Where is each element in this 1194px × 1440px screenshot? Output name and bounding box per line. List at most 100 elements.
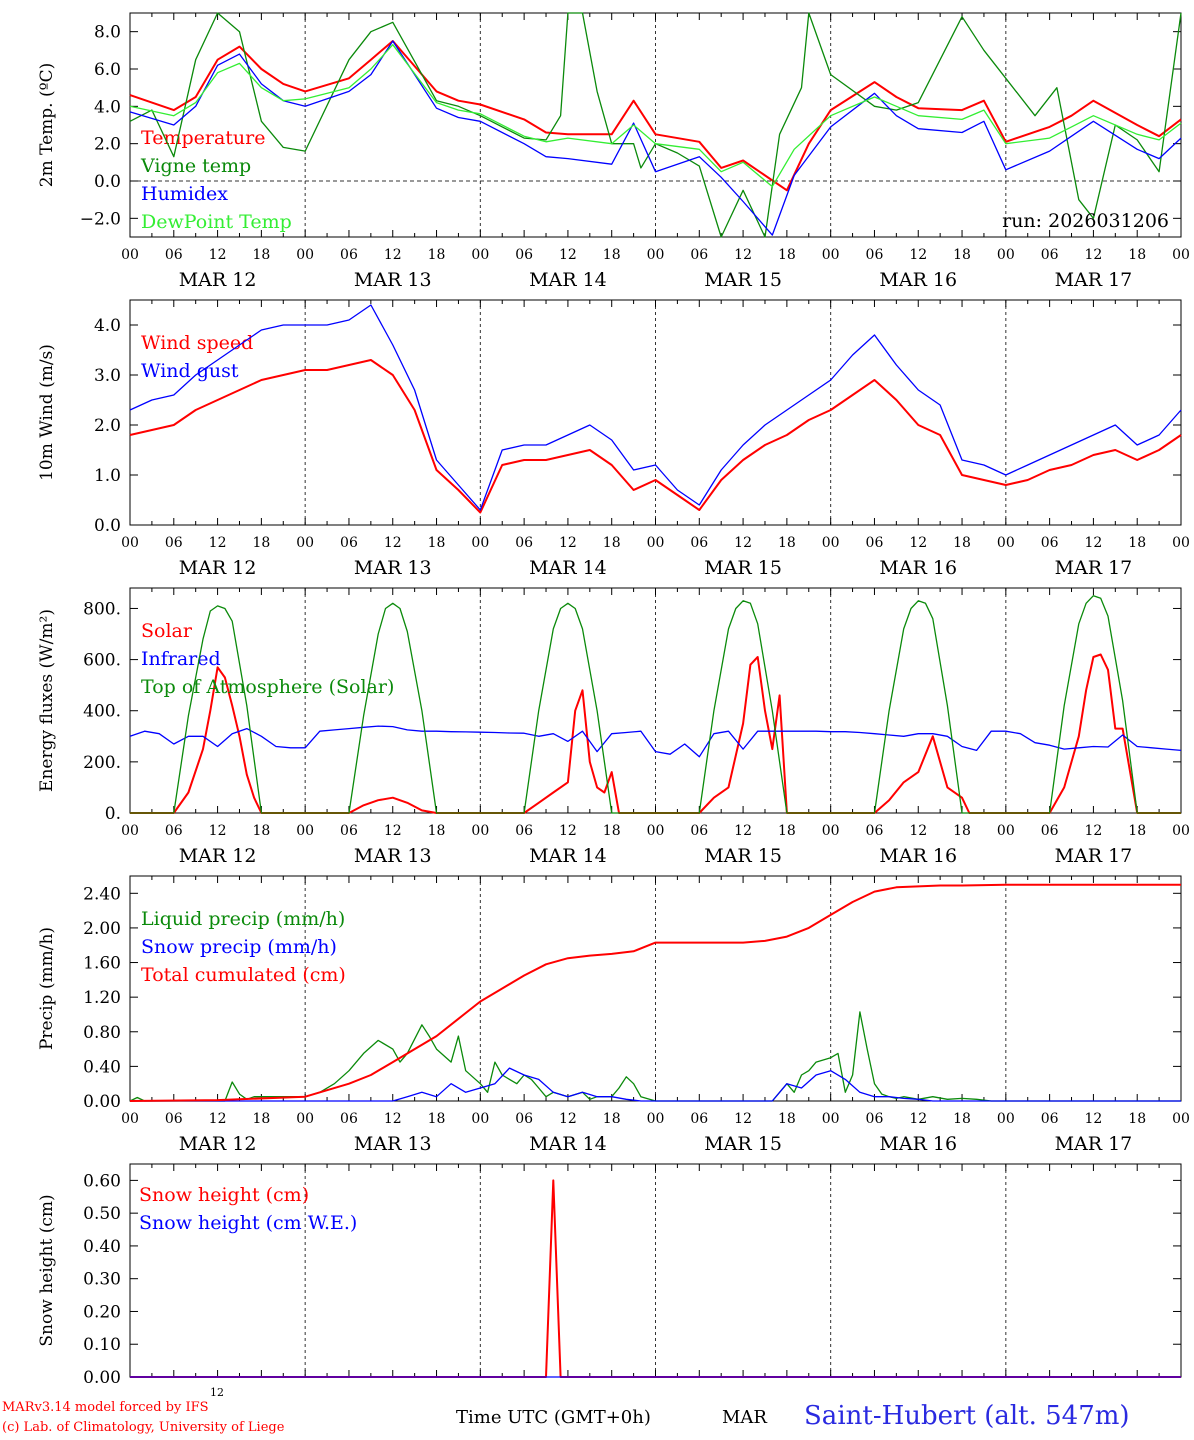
precip-legend-entry: Total cumulated (cm) bbox=[141, 964, 346, 986]
precip-hour-label: 00 bbox=[822, 1111, 840, 1127]
energy-hour-label: 18 bbox=[252, 823, 270, 839]
precip-y-tick-label: 0.40 bbox=[83, 1057, 121, 1077]
energy-legend-entry: Infrared bbox=[141, 648, 221, 670]
wind-series-wind-speed bbox=[130, 360, 1181, 513]
wind-hour-label: 06 bbox=[165, 535, 183, 551]
time-axis-label: Time UTC (GMT+0h) bbox=[456, 1407, 651, 1428]
wind-hour-label: 06 bbox=[515, 535, 533, 551]
wind-hour-label: 00 bbox=[296, 535, 314, 551]
energy-day-label: MAR 17 bbox=[1055, 845, 1133, 867]
wind-hour-label: 18 bbox=[1128, 535, 1146, 551]
temp-day-label: MAR 13 bbox=[354, 269, 432, 291]
temp-y-tick-label: 6.0 bbox=[94, 60, 121, 80]
energy-y-tick-label: 600. bbox=[83, 651, 121, 671]
temp-hour-label: 06 bbox=[515, 247, 533, 263]
wind-hour-label: 06 bbox=[866, 535, 884, 551]
temp-series-vigne-temp bbox=[130, 13, 1181, 237]
wind-y-tick-label: 0.0 bbox=[94, 516, 121, 536]
energy-hour-label: 12 bbox=[384, 823, 402, 839]
precip-y-tick-label: 2.40 bbox=[83, 884, 121, 904]
wind-day-label: MAR 13 bbox=[354, 557, 432, 579]
snow-legend-entry: Snow height (cm) bbox=[139, 1184, 309, 1206]
wind-y-tick-label: 4.0 bbox=[94, 316, 121, 336]
temp-day-label: MAR 14 bbox=[529, 269, 607, 291]
temp-hour-label: 12 bbox=[384, 247, 402, 263]
energy-hour-label: 06 bbox=[165, 823, 183, 839]
energy-hour-label: 18 bbox=[603, 823, 621, 839]
wind-y-tick-label: 1.0 bbox=[94, 466, 121, 486]
precip-hour-label: 18 bbox=[1128, 1111, 1146, 1127]
snow-y-tick-label: 0.40 bbox=[83, 1237, 121, 1257]
wind-hour-label: 18 bbox=[603, 535, 621, 551]
precip-hour-label: 06 bbox=[165, 1111, 183, 1127]
wind-y-tick-label: 2.0 bbox=[94, 416, 121, 436]
wind-hour-label: 00 bbox=[121, 535, 139, 551]
energy-hour-label: 06 bbox=[1041, 823, 1059, 839]
wind-hour-label: 12 bbox=[909, 535, 927, 551]
temp-hour-label: 00 bbox=[822, 247, 840, 263]
energy-frame bbox=[130, 588, 1181, 813]
energy-hour-label: 00 bbox=[471, 823, 489, 839]
snow-y-tick-label: 0.00 bbox=[83, 1368, 121, 1388]
temp-day-label: MAR 17 bbox=[1055, 269, 1133, 291]
energy-hour-label: 18 bbox=[428, 823, 446, 839]
temp-hour-label: 00 bbox=[471, 247, 489, 263]
precip-y-axis-label: Precip (mm/h) bbox=[37, 927, 57, 1050]
precip-hour-label: 12 bbox=[909, 1111, 927, 1127]
wind-hour-label: 12 bbox=[734, 535, 752, 551]
energy-hour-label: 00 bbox=[121, 823, 139, 839]
precip-hour-label: 12 bbox=[209, 1111, 227, 1127]
wind-hour-label: 00 bbox=[647, 535, 665, 551]
wind-y-tick-label: 3.0 bbox=[94, 366, 121, 386]
temp-hour-label: 00 bbox=[1172, 247, 1190, 263]
energy-hour-label: 06 bbox=[866, 823, 884, 839]
temp-hour-label: 12 bbox=[559, 247, 577, 263]
station-title: Saint-Hubert (alt. 547m) bbox=[804, 1401, 1130, 1431]
temp-hour-label: 00 bbox=[121, 247, 139, 263]
temp-hour-label: 18 bbox=[252, 247, 270, 263]
precip-y-tick-label: 0.00 bbox=[83, 1092, 121, 1112]
energy-y-axis-label: Energy fluxes (W/m²) bbox=[37, 609, 57, 792]
energy-day-label: MAR 15 bbox=[704, 845, 782, 867]
temp-hour-label: 00 bbox=[997, 247, 1015, 263]
energy-hour-label: 12 bbox=[1085, 823, 1103, 839]
precip-hour-label: 18 bbox=[953, 1111, 971, 1127]
precip-y-tick-label: 1.20 bbox=[83, 988, 121, 1008]
precip-day-label: MAR 17 bbox=[1055, 1133, 1133, 1155]
temp-hour-label: 00 bbox=[296, 247, 314, 263]
snow-y-tick-label: 0.50 bbox=[83, 1204, 121, 1224]
temp-day-label: MAR 15 bbox=[704, 269, 782, 291]
snow-y-tick-label: 0.30 bbox=[83, 1270, 121, 1290]
precip-day-label: MAR 13 bbox=[354, 1133, 432, 1155]
temp-frame bbox=[130, 13, 1181, 237]
wind-hour-label: 12 bbox=[1085, 535, 1103, 551]
wind-legend-entry: Wind gust bbox=[141, 360, 239, 382]
temp-hour-label: 18 bbox=[1128, 247, 1146, 263]
wind-hour-label: 00 bbox=[997, 535, 1015, 551]
energy-legend-entry: Top of Atmosphere (Solar) bbox=[141, 676, 394, 698]
energy-hour-label: 00 bbox=[296, 823, 314, 839]
temp-legend-entry: Vigne temp bbox=[140, 155, 251, 177]
snow-y-tick-label: 0.10 bbox=[83, 1335, 121, 1355]
snow-legend-entry: Snow height (cm W.E.) bbox=[139, 1212, 357, 1234]
wind-day-label: MAR 17 bbox=[1055, 557, 1133, 579]
precip-hour-label: 00 bbox=[647, 1111, 665, 1127]
temp-hour-label: 12 bbox=[209, 247, 227, 263]
wind-hour-label: 18 bbox=[252, 535, 270, 551]
temp-y-axis-label: 2m Temp. (ºC) bbox=[37, 63, 57, 188]
meteogram-charts: −2.00.02.04.06.08.02m Temp. (ºC)00 06 12 18… bbox=[0, 0, 1194, 1440]
energy-hour-label: 06 bbox=[690, 823, 708, 839]
wind-hour-label: 00 bbox=[822, 535, 840, 551]
energy-hour-label: 18 bbox=[1128, 823, 1146, 839]
temp-hour-label: 12 bbox=[1085, 247, 1103, 263]
temp-legend-entry: Humidex bbox=[141, 183, 228, 205]
temp-hour-label: 12 bbox=[909, 247, 927, 263]
temp-run-annotation: run: 2026031206 bbox=[1002, 210, 1169, 232]
precip-y-tick-label: 2.00 bbox=[83, 919, 121, 939]
wind-day-label: MAR 14 bbox=[529, 557, 607, 579]
energy-y-tick-label: 0. bbox=[105, 804, 121, 824]
wind-hour-label: 12 bbox=[384, 535, 402, 551]
precip-hour-label: 18 bbox=[252, 1111, 270, 1127]
precip-hour-label: 06 bbox=[690, 1111, 708, 1127]
wind-hour-label: 00 bbox=[1172, 535, 1190, 551]
